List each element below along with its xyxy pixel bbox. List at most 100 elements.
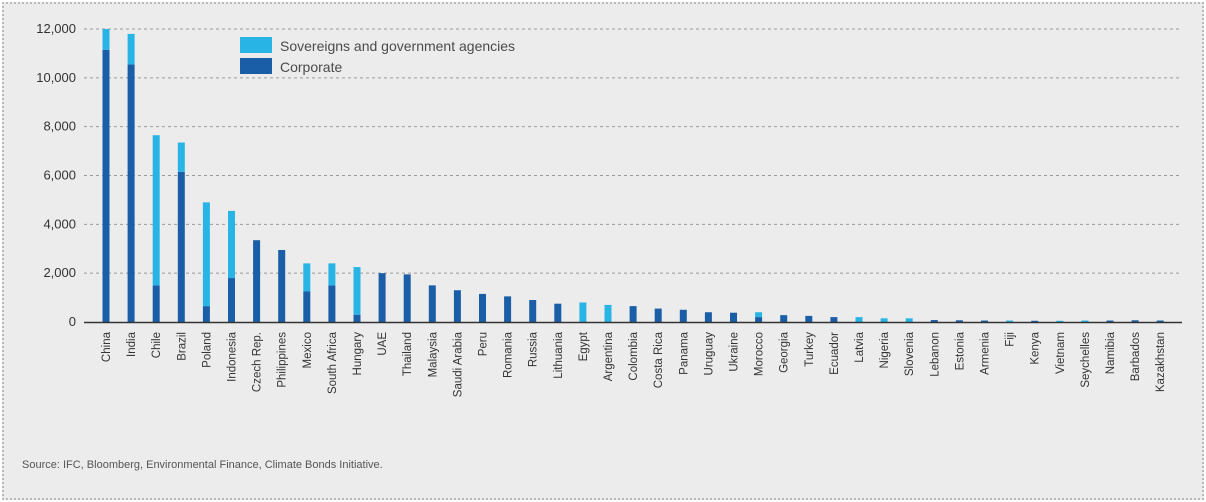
bar-corporate xyxy=(278,249,286,322)
x-tick-label: Saudi Arabia xyxy=(452,331,464,397)
x-tick-label: Indonesia xyxy=(227,331,239,381)
bar-sovereign xyxy=(303,263,311,292)
x-tick-label: Georgia xyxy=(779,331,791,373)
x-tick-label: Estonia xyxy=(954,331,966,370)
bar-corporate xyxy=(1031,320,1039,322)
bar-corporate xyxy=(1106,320,1114,322)
x-tick-label: Lebanon xyxy=(929,332,941,377)
bar-corporate xyxy=(654,308,662,322)
x-tick-label: Lithuania xyxy=(553,331,565,378)
bar-corporate xyxy=(554,303,562,322)
x-tick-label: Fiji xyxy=(1005,332,1017,347)
bar-corporate xyxy=(253,240,261,322)
bar-corporate xyxy=(629,306,637,322)
bar-sovereign xyxy=(755,312,763,318)
x-tick-label: Hungary xyxy=(352,332,364,376)
x-tick-label: Seychelles xyxy=(1080,332,1092,388)
x-tick-label: Czech Rep. xyxy=(252,332,264,392)
x-tick-label: Vietnam xyxy=(1055,332,1067,374)
bar-sovereign xyxy=(1006,320,1014,322)
x-tick-label: Costa Rica xyxy=(653,331,665,388)
x-tick-label: Latvia xyxy=(854,331,866,362)
x-tick-label: India xyxy=(126,331,138,357)
bar-sovereign xyxy=(202,202,210,307)
bar-sovereign xyxy=(604,304,612,322)
x-tick-label: Brazil xyxy=(176,332,188,361)
bar-sovereign xyxy=(353,267,361,315)
bar-sovereign xyxy=(102,29,110,50)
y-tick-label: 2,000 xyxy=(43,265,76,280)
x-tick-label: Egypt xyxy=(578,331,590,361)
bar-corporate xyxy=(704,312,712,322)
x-tick-label: Philippines xyxy=(277,332,289,388)
bar-corporate xyxy=(679,309,687,322)
x-tick-label: Uruguay xyxy=(703,332,715,376)
bar-corporate xyxy=(127,64,135,322)
x-tick-label: Peru xyxy=(478,332,490,356)
bar-corporate xyxy=(453,290,461,322)
x-tick-label: Slovenia xyxy=(904,331,916,376)
bar-sovereign xyxy=(177,142,185,172)
bar-corporate xyxy=(152,285,160,322)
bar-chart: 0 2,000 4,000 6,000 8,000 10,000 12,000 China In… xyxy=(36,21,1182,397)
bar-sovereign xyxy=(579,302,587,322)
x-tick-label: Argentina xyxy=(603,331,615,381)
y-tick-label: 10,000 xyxy=(36,70,76,85)
y-tick-label: 12,000 xyxy=(36,21,76,36)
y-tick-label: 6,000 xyxy=(43,168,76,183)
x-tick-label: Kenya xyxy=(1030,331,1042,364)
bar-corporate xyxy=(1131,320,1139,322)
legend-label-corporate: Corporate xyxy=(280,59,342,75)
y-tick-label: 8,000 xyxy=(43,119,76,134)
legend-swatch-sovereigns xyxy=(240,37,272,53)
bar-sovereign xyxy=(905,318,913,322)
bar-corporate xyxy=(529,300,537,322)
legend-label-sovereigns: Sovereigns and government agencies xyxy=(280,38,515,54)
bar-corporate xyxy=(228,278,235,322)
bar-corporate xyxy=(780,315,788,322)
bar-sovereign xyxy=(152,135,160,286)
axes: 0 2,000 4,000 6,000 8,000 10,000 12,000 China In… xyxy=(36,21,1182,397)
bar-sovereign xyxy=(1081,320,1089,322)
bar-corporate xyxy=(479,293,486,322)
bar-sovereign xyxy=(328,263,336,286)
x-tick-label: South Africa xyxy=(327,331,339,394)
bar-corporate xyxy=(177,171,185,322)
bar-corporate xyxy=(328,285,336,322)
x-tick-label: China xyxy=(101,331,113,362)
x-tick-label: Nigeria xyxy=(879,331,891,368)
source-note: Source: IFC, Bloomberg, Environmental Fi… xyxy=(22,459,383,471)
bar-sovereign xyxy=(127,33,135,65)
legend-swatch-corporate xyxy=(240,58,272,74)
x-tick-label: Namibia xyxy=(1105,331,1117,374)
y-tick-label: 0 xyxy=(69,314,76,329)
x-tick-label: Panama xyxy=(678,331,690,374)
x-tick-label: Romania xyxy=(503,331,515,378)
bar-corporate xyxy=(403,274,411,322)
x-tick-label: UAE xyxy=(377,332,389,356)
bar-corporate xyxy=(504,296,512,322)
x-tick-label: Poland xyxy=(201,332,213,368)
bar-corporate xyxy=(303,291,311,322)
bar-corporate xyxy=(830,317,838,322)
bar-sovereign xyxy=(228,210,235,279)
bar-corporate xyxy=(378,273,386,322)
bar-corporate xyxy=(955,320,963,322)
x-tick-label: Barbados xyxy=(1130,332,1142,381)
x-tick-label: Thailand xyxy=(402,332,414,376)
legend: Sovereigns and government agencies Corpo… xyxy=(240,37,515,75)
bar-corporate xyxy=(353,314,361,322)
bar-corporate xyxy=(805,315,813,322)
x-tick-label: Ecuador xyxy=(829,332,841,375)
bar-corporate xyxy=(755,317,763,322)
x-tick-label: Turkey xyxy=(804,332,816,367)
bar-corporate xyxy=(981,320,988,322)
bar-sovereign xyxy=(855,317,863,322)
bar-corporate xyxy=(428,285,436,322)
x-tick-label: Armenia xyxy=(980,331,992,374)
x-tick-label: Colombia xyxy=(628,331,640,380)
x-tick-label: Chile xyxy=(151,332,163,358)
x-tick-label: Malaysia xyxy=(427,331,439,377)
gridlines xyxy=(84,28,1182,274)
